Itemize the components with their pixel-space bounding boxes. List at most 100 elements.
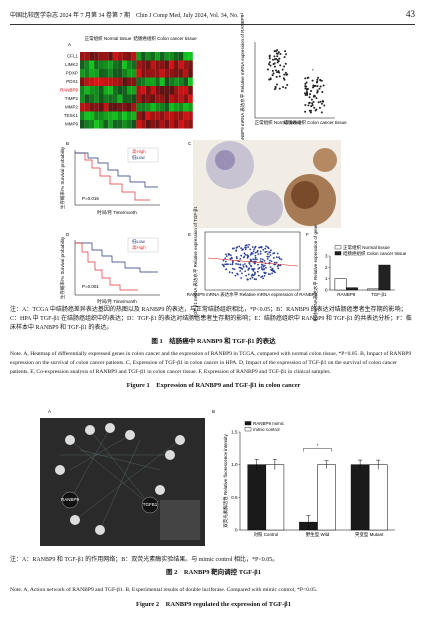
dot bbox=[263, 264, 266, 267]
heat-cell bbox=[141, 86, 146, 95]
dot bbox=[273, 55, 276, 58]
dot bbox=[235, 249, 238, 252]
dot bbox=[246, 278, 249, 281]
x-tick-label: 突变型 Mutant bbox=[355, 531, 384, 538]
heat-cell bbox=[183, 60, 189, 69]
heat-cell bbox=[84, 86, 90, 95]
heat-cell bbox=[131, 77, 137, 86]
dot bbox=[254, 246, 256, 249]
panel-label: D bbox=[66, 232, 70, 237]
heat-cell bbox=[150, 86, 156, 95]
heat-cell bbox=[103, 120, 109, 129]
heat-cell bbox=[94, 86, 99, 95]
heat-cell bbox=[183, 77, 189, 86]
heat-cell bbox=[108, 111, 113, 120]
dot bbox=[265, 266, 267, 269]
dot bbox=[304, 104, 307, 107]
heat-cell bbox=[150, 69, 156, 78]
heat-cell bbox=[103, 52, 109, 61]
heat-cell bbox=[159, 86, 165, 95]
dot bbox=[269, 64, 272, 67]
dot bbox=[310, 90, 313, 93]
heat-cell bbox=[188, 111, 193, 120]
heat-cell bbox=[141, 60, 146, 69]
heat-cell bbox=[150, 120, 156, 129]
dot bbox=[280, 258, 283, 261]
heat-cell bbox=[188, 60, 193, 69]
heat-cell bbox=[136, 69, 142, 78]
heat-cell bbox=[183, 103, 189, 112]
dot bbox=[231, 260, 234, 263]
heat-cell bbox=[150, 60, 156, 69]
heat-cell bbox=[150, 103, 156, 112]
dot bbox=[245, 246, 247, 249]
heat-cell bbox=[122, 94, 127, 103]
heat-cell bbox=[174, 60, 179, 69]
heat-cell bbox=[159, 103, 165, 112]
heat-cell bbox=[136, 77, 142, 86]
heat-cell bbox=[131, 103, 137, 112]
dot bbox=[317, 101, 320, 104]
heat-cell bbox=[127, 60, 132, 69]
dot bbox=[321, 90, 324, 93]
heat-cell bbox=[155, 120, 160, 129]
dot bbox=[228, 271, 231, 274]
x-tick-label: 对照 Control bbox=[253, 531, 278, 538]
dot bbox=[313, 106, 316, 109]
dot bbox=[259, 260, 262, 263]
dot bbox=[285, 53, 288, 56]
heat-cell bbox=[117, 52, 123, 61]
dot bbox=[249, 277, 252, 280]
heat-cell bbox=[131, 111, 137, 120]
dot bbox=[276, 55, 279, 58]
heat-cell bbox=[84, 52, 90, 61]
heat-cell bbox=[164, 120, 170, 129]
heat-cell bbox=[178, 94, 184, 103]
heat-cell bbox=[188, 86, 193, 95]
dot bbox=[261, 268, 263, 270]
dot bbox=[271, 268, 274, 271]
heat-cell bbox=[178, 69, 184, 78]
heat-cell bbox=[159, 77, 165, 86]
heat-cell bbox=[188, 103, 193, 112]
bar bbox=[350, 464, 370, 531]
dot bbox=[256, 258, 258, 261]
dot bbox=[263, 259, 266, 262]
heat-cell bbox=[80, 77, 85, 86]
heat-cell bbox=[169, 77, 174, 86]
dot bbox=[240, 247, 243, 250]
error-bar bbox=[358, 459, 363, 470]
dot bbox=[284, 86, 287, 89]
heat-cell bbox=[188, 120, 193, 129]
dot bbox=[273, 88, 276, 91]
dot bbox=[269, 77, 272, 80]
heat-cell bbox=[141, 52, 146, 61]
legend-swatch bbox=[334, 245, 342, 250]
heat-cell bbox=[117, 77, 123, 86]
legend-label: mimic control bbox=[253, 427, 280, 432]
heat-cell bbox=[127, 111, 132, 120]
heat-cell bbox=[159, 69, 165, 78]
dot bbox=[257, 267, 260, 270]
gene-label: TIMP2 bbox=[65, 96, 79, 101]
dot bbox=[262, 277, 265, 280]
dot bbox=[251, 246, 254, 248]
heat-cell bbox=[122, 120, 127, 129]
y-tick-label: 3 bbox=[325, 254, 328, 259]
dot bbox=[286, 83, 289, 86]
error-bar bbox=[254, 459, 259, 470]
dot bbox=[262, 265, 265, 268]
dot bbox=[268, 57, 271, 60]
bar bbox=[265, 464, 285, 531]
figure-note: 注：A：RANBP9 和 TGF-β1 的作用网络；B：双荧光素酶实验结果。与 … bbox=[10, 557, 279, 563]
heat-cell bbox=[155, 94, 160, 103]
heat-cell bbox=[117, 60, 123, 69]
dot bbox=[319, 100, 322, 103]
heat-cell bbox=[127, 77, 132, 86]
heat-cell bbox=[127, 103, 132, 112]
heat-cell bbox=[80, 69, 85, 78]
heat-cell bbox=[103, 86, 109, 95]
heat-cell bbox=[94, 120, 99, 129]
